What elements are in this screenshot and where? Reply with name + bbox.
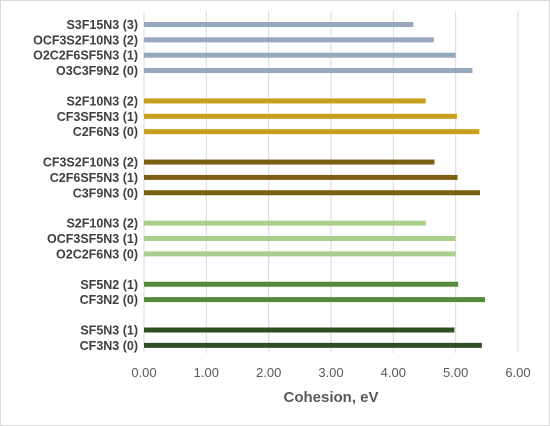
bar <box>144 159 435 165</box>
category-label: S2F10N3 (2) <box>66 94 138 108</box>
bar <box>144 327 455 333</box>
category-label: O2C2F6SF5N3 (1) <box>33 49 138 63</box>
bar <box>144 251 456 257</box>
bar <box>144 281 459 287</box>
category-label: S2F10N3 (2) <box>66 217 138 231</box>
bar <box>144 37 434 43</box>
bar <box>144 297 485 303</box>
bar <box>144 52 456 58</box>
category-label: OCF3SF5N3 (1) <box>47 232 138 246</box>
bar <box>144 68 473 74</box>
category-label: OCF3S2F10N3 (2) <box>33 33 138 47</box>
bars <box>144 22 485 348</box>
x-tick-label: 6.00 <box>505 365 530 380</box>
category-label: SF5N2 (1) <box>80 278 138 292</box>
bar <box>144 113 457 119</box>
category-label: S3F15N3 (3) <box>66 18 138 32</box>
category-label: CF3SF5N3 (1) <box>57 110 138 124</box>
bar <box>144 174 458 180</box>
x-tick-label: 0.00 <box>131 365 156 380</box>
bar <box>144 22 414 27</box>
bar <box>144 129 480 135</box>
bar <box>144 220 426 226</box>
x-tick-label: 1.00 <box>194 365 219 380</box>
bar <box>144 236 456 241</box>
category-label: C2F6SF5N3 (1) <box>50 171 138 185</box>
category-label: CF3S2F10N3 (2) <box>43 156 138 170</box>
x-axis-title: Cohesion, eV <box>283 389 378 406</box>
category-labels: S3F15N3 (3)OCF3S2F10N3 (2) O2C2F6SF5N3 (1… <box>33 18 138 353</box>
category-label: SF5N3 (1) <box>80 324 138 338</box>
x-tick-labels: 0.00 1.00 2.00 3.00 4.00 5.00 6.00 <box>131 365 530 380</box>
x-tick-label: 2.00 <box>256 365 281 380</box>
category-label: C2F6N3 (0) <box>73 125 138 139</box>
category-label: O3C3F9N2 (0) <box>56 64 138 78</box>
category-label: O2C2F6N3 (0) <box>56 247 138 261</box>
x-tick-label: 4.00 <box>381 365 406 380</box>
x-tick-label: 3.00 <box>318 365 343 380</box>
category-label: C3F9N3 (0) <box>73 186 138 200</box>
bar <box>144 342 482 348</box>
x-tick-label: 5.00 <box>443 365 468 380</box>
bar <box>144 98 426 104</box>
category-label: CF3N2 (0) <box>80 293 138 307</box>
gridlines <box>143 11 519 353</box>
category-label: CF3N3 (0) <box>80 339 138 353</box>
bar <box>144 190 480 196</box>
